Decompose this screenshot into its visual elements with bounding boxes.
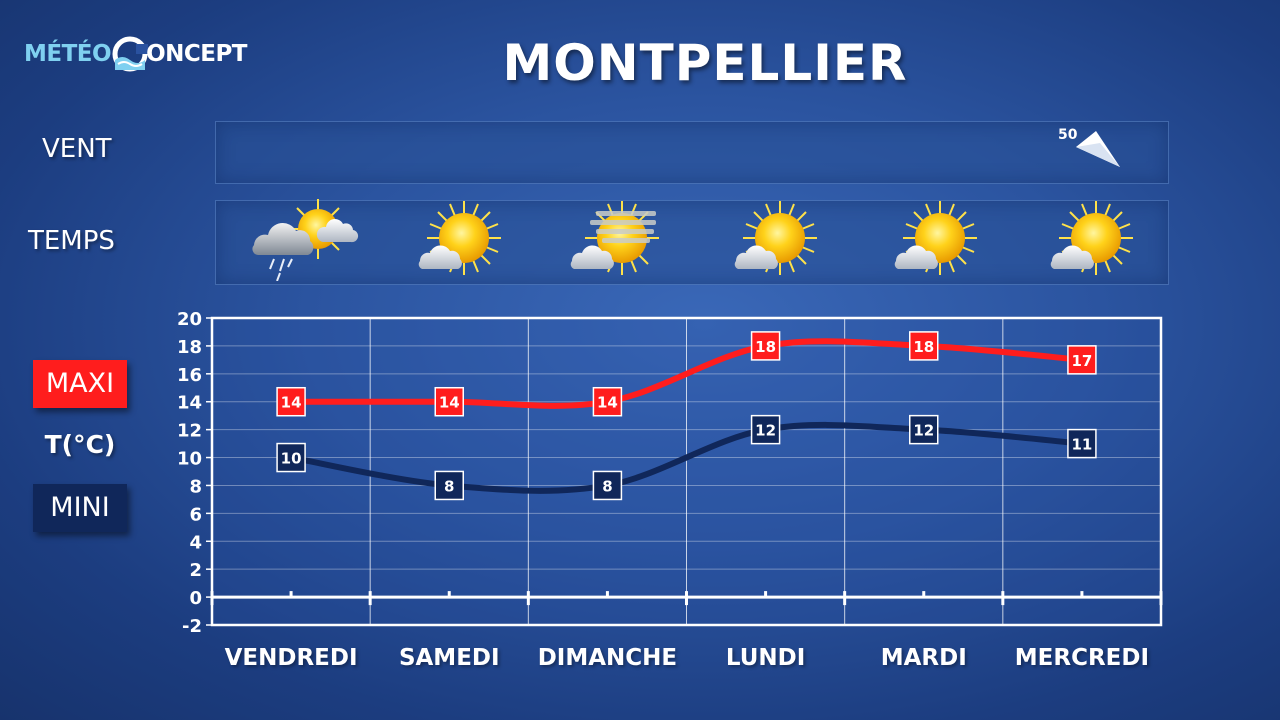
weather-row-label: TEMPS: [28, 226, 115, 256]
data-point-mini: [1067, 428, 1097, 459]
meteo-concept-logo: MÉTÉO ONCEPT: [24, 34, 248, 74]
data-label-mini: 10: [281, 450, 302, 468]
y-tick-label: -2: [182, 616, 202, 637]
y-tick-label: 8: [189, 476, 202, 497]
data-label-mini: 11: [1071, 436, 1092, 454]
series-line-maxi: [288, 338, 1085, 409]
page-title: MONTPELLIER: [502, 34, 908, 92]
y-tick-label: 10: [177, 449, 202, 470]
y-tick-label: 14: [177, 393, 202, 414]
y-tick-label: 2: [189, 560, 202, 581]
data-label-maxi: 18: [755, 338, 776, 356]
wind-speed-mercredi: 50: [1058, 127, 1078, 143]
data-point-maxi: [592, 386, 623, 417]
data-point-mini: [750, 414, 781, 445]
data-label-maxi: 14: [439, 394, 460, 412]
data-point-maxi: [276, 386, 306, 417]
data-point-maxi: [750, 331, 781, 361]
y-tick-label: 0: [189, 588, 202, 609]
data-label-mini: 12: [755, 422, 776, 440]
y-tick-label: 16: [177, 365, 202, 386]
sun-cloud-icon: [894, 201, 977, 275]
sun-cloud-icon: [1050, 201, 1133, 275]
y-tick-label: 18: [177, 337, 202, 358]
wind-row-label: VENT: [42, 134, 112, 164]
data-point-mini: [592, 470, 623, 501]
y-tick-label: 12: [177, 421, 202, 442]
data-label-mini: 8: [444, 477, 454, 495]
logo-text-concept: ONCEPT: [146, 41, 248, 67]
data-point-maxi: [434, 386, 464, 417]
logo-text-meteo: MÉTÉO: [24, 41, 112, 67]
x-tick-label: SAMEDI: [398, 645, 500, 671]
weather-panel: [215, 200, 1169, 285]
legend-unit: T(°C): [44, 430, 116, 459]
data-label-mini: 8: [602, 477, 612, 495]
y-tick-label: 6: [189, 504, 202, 525]
data-label-maxi: 18: [913, 338, 934, 356]
wind-panel: 50: [215, 121, 1169, 184]
x-tick-label: LUNDI: [725, 645, 806, 671]
plot-frame: [210, 316, 1163, 627]
sun-cloud-icon: [734, 201, 817, 275]
data-label-maxi: 14: [597, 394, 618, 412]
y-tick-label: 20: [177, 309, 202, 330]
hazy-sun-cloud-icon: [570, 201, 659, 275]
data-label-maxi: 17: [1071, 352, 1092, 370]
x-tick-label: VENDREDI: [224, 645, 358, 671]
sun-cloud-icon: [418, 201, 501, 275]
data-point-mini: [909, 414, 939, 445]
x-tick-label: MARDI: [880, 645, 967, 671]
data-point-maxi: [1067, 345, 1097, 375]
data-point-maxi: [909, 331, 939, 361]
legend-mini: MINI: [33, 484, 127, 532]
wind-arrow-icon: [1076, 131, 1120, 167]
y-tick-label: 4: [189, 532, 202, 553]
x-tick-label: MERCREDI: [1014, 645, 1150, 671]
data-label-maxi: 14: [281, 394, 302, 412]
data-point-mini: [434, 470, 464, 501]
legend-maxi: MAXI: [33, 360, 127, 408]
series-line-mini: [288, 421, 1085, 494]
data-label-mini: 12: [913, 422, 934, 440]
logo-sun-wave-icon: [112, 36, 149, 72]
x-tick-label: DIMANCHE: [537, 645, 678, 671]
data-point-mini: [276, 442, 306, 473]
rain-partly-sunny-icon: [252, 199, 359, 281]
